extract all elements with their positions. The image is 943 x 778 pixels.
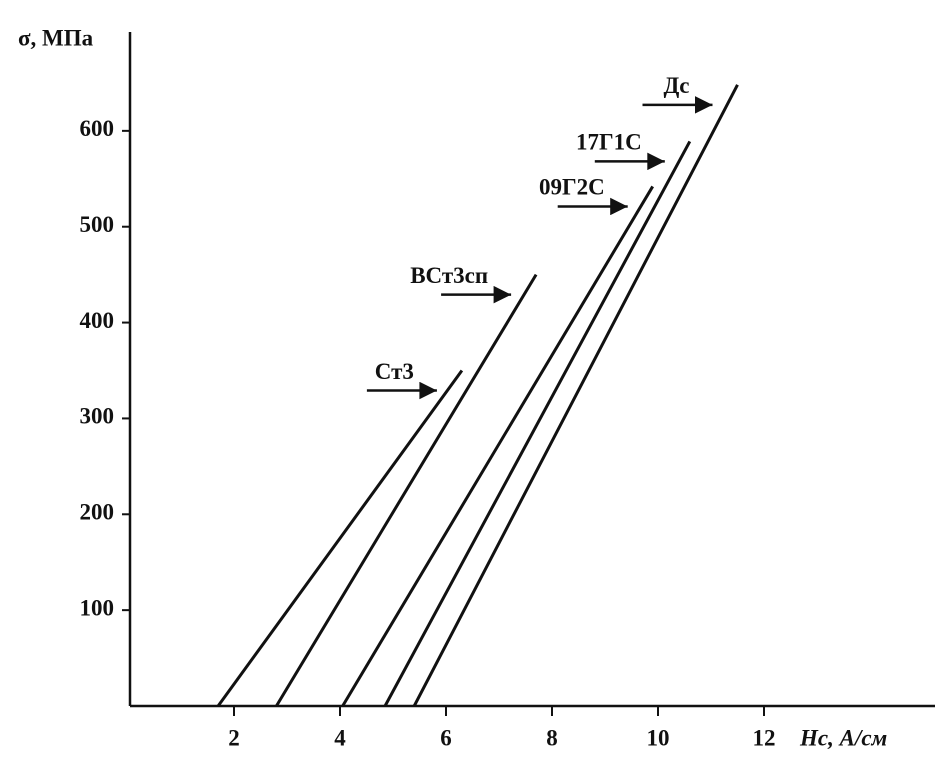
series-line bbox=[216, 369, 464, 707]
x-axis-label: Hc, А/см bbox=[799, 725, 887, 750]
series-label: Ст3 bbox=[375, 359, 414, 384]
series-label: Дс bbox=[663, 73, 689, 98]
series-label: 09Г2С bbox=[539, 175, 605, 200]
x-tick-label: 10 bbox=[647, 725, 670, 750]
x-tick-label: 6 bbox=[440, 725, 452, 750]
series-line bbox=[341, 185, 654, 707]
y-tick-label: 300 bbox=[80, 404, 115, 429]
series-line bbox=[412, 84, 739, 707]
x-tick-label: 12 bbox=[753, 725, 776, 750]
series-line bbox=[383, 140, 692, 707]
x-tick-label: 8 bbox=[546, 725, 558, 750]
y-tick-label: 400 bbox=[80, 308, 115, 333]
y-axis-label: σ, МПа bbox=[18, 25, 94, 50]
series-label: ВСт3сп bbox=[410, 263, 488, 288]
y-tick-label: 600 bbox=[80, 116, 115, 141]
y-tick-label: 500 bbox=[80, 212, 115, 237]
series-line bbox=[275, 273, 538, 707]
y-tick-label: 100 bbox=[80, 595, 115, 620]
x-tick-label: 4 bbox=[334, 725, 346, 750]
y-tick-label: 200 bbox=[80, 500, 115, 525]
x-tick-label: 2 bbox=[228, 725, 240, 750]
series-label: 17Г1С bbox=[576, 130, 642, 155]
